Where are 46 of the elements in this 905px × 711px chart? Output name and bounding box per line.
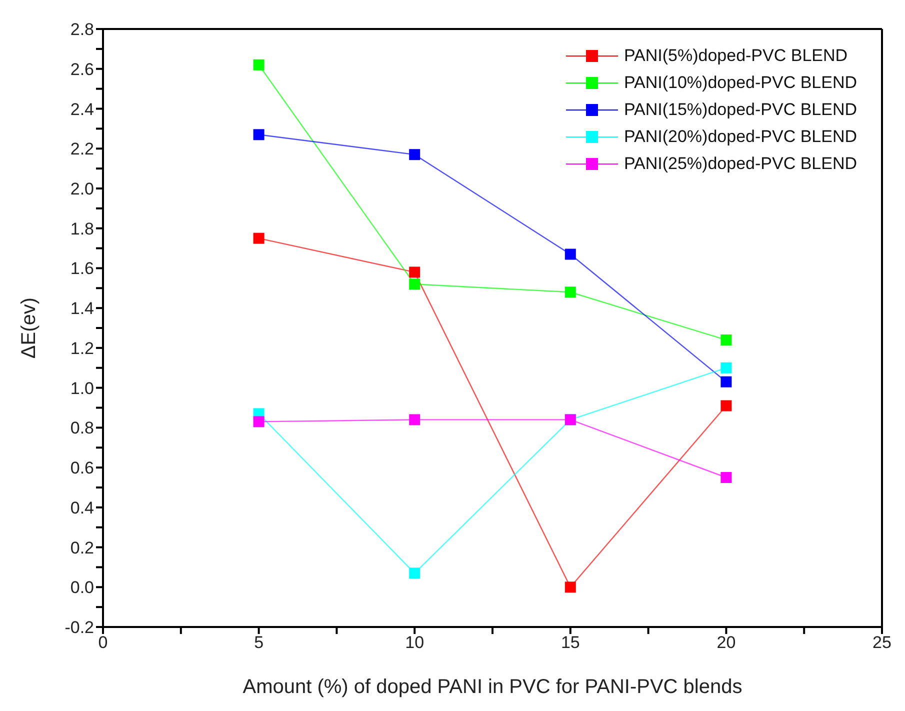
- y-tick-label: 1.6: [70, 259, 94, 278]
- point: [409, 149, 420, 160]
- y-axis-title: ΔE(ev): [18, 297, 40, 359]
- y-tick-label: 1.4: [70, 299, 94, 318]
- point: [720, 472, 732, 483]
- point: [720, 334, 732, 346]
- point: [720, 362, 732, 374]
- point: [564, 248, 576, 260]
- x-tick-label: 20: [716, 633, 736, 652]
- y-tick-label: 0.4: [70, 498, 94, 518]
- point: [253, 232, 264, 244]
- point: [409, 568, 420, 579]
- y-tick-label: 0.8: [70, 418, 94, 438]
- y-tick-label: 1.0: [70, 378, 94, 398]
- point: [720, 376, 732, 388]
- point: [564, 582, 576, 593]
- legend-label: PANI(15%)doped-PVC BLEND: [624, 100, 857, 120]
- point: [720, 400, 732, 412]
- x-tick-label: 0: [98, 633, 108, 652]
- legend-label: PANI(10%)doped-PVC BLEND: [624, 72, 857, 92]
- legend-label: PANI(20%)doped-PVC BLEND: [624, 126, 857, 146]
- point: [564, 286, 576, 298]
- y-tick-label: 0.2: [70, 538, 94, 558]
- point: [409, 414, 420, 426]
- point: [409, 278, 420, 290]
- y-tick-label: 0.0: [70, 578, 94, 598]
- x-tick-label: 15: [560, 633, 580, 652]
- y-tick-label: 2.6: [70, 60, 94, 79]
- legend-label: PANI(5%)doped-PVC BLEND: [624, 46, 848, 66]
- point: [409, 266, 420, 278]
- y-tick-label: -0.2: [64, 618, 94, 638]
- x-tick-label: 5: [254, 633, 264, 652]
- point: [253, 59, 264, 70]
- y-tick-label: 2.8: [70, 20, 94, 40]
- y-tick-label: 2.4: [70, 100, 94, 119]
- point: [253, 129, 264, 140]
- y-tick-label: 1.2: [70, 338, 94, 358]
- y-tick-label: 1.8: [70, 219, 94, 238]
- legend-label: PANI(25%)doped-PVC BLEND: [624, 154, 857, 174]
- x-tick-label: 10: [405, 633, 424, 652]
- y-tick-label: 2.0: [70, 180, 94, 198]
- x-tick-label: 25: [872, 633, 892, 652]
- point: [253, 416, 264, 428]
- y-tick-label: 2.2: [70, 140, 94, 159]
- y-tick-label: 0.6: [70, 458, 94, 478]
- x-axis-title: Amount (%) of doped PANI in PVC for PANI-PVC blends: [242, 676, 742, 698]
